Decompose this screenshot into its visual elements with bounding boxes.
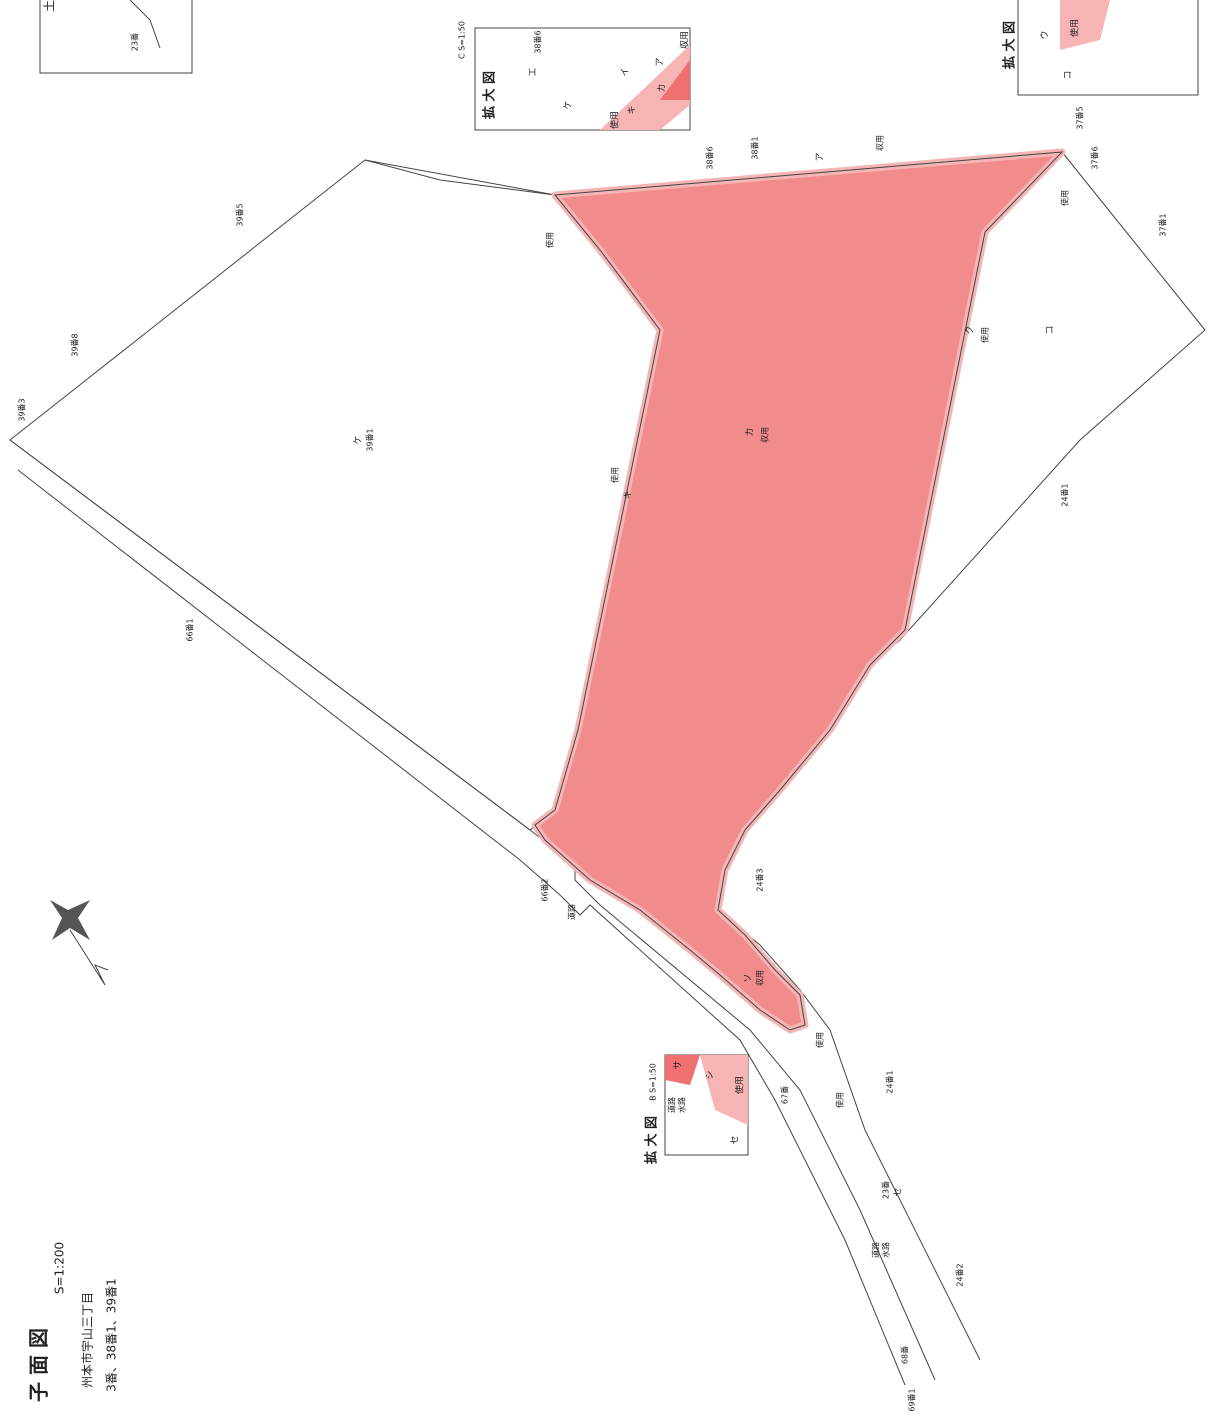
- area-label: サ: [673, 1060, 684, 1069]
- inset-scale: C S=1:50: [458, 21, 467, 59]
- area-label: コ: [1046, 325, 1056, 334]
- lot-label: 39番3: [17, 398, 27, 421]
- road-label: 道路: [667, 1097, 677, 1113]
- area-label: コ: [1064, 70, 1074, 79]
- title-scale: S=1:200: [53, 1242, 67, 1294]
- address: 州本市宇山三丁目: [81, 1292, 95, 1388]
- lot-label: 68番: [900, 1346, 910, 1364]
- area-label: カ: [745, 427, 756, 436]
- usage-label: 使用: [609, 111, 621, 129]
- area-label: ソ: [744, 973, 754, 982]
- inset-tr-area: [1060, 0, 1110, 50]
- usage-label: 使用: [1060, 190, 1070, 206]
- inset-scale: B S=1:50: [649, 1063, 658, 1101]
- inset-title: 拡 大 図: [644, 1116, 660, 1164]
- area-label: ケ: [353, 435, 364, 444]
- lot-label: 23番: [130, 33, 140, 51]
- area-label: イ: [621, 67, 631, 76]
- usage-label: 使用: [1069, 19, 1081, 37]
- area-label: カ: [657, 83, 668, 92]
- area-label: エ: [529, 67, 539, 76]
- page-body: {"title": {"heading": "子 面 図", "scale": …: [0, 0, 1208, 1417]
- area-label: シ: [706, 1070, 716, 1079]
- area-label: ウ: [1040, 30, 1051, 39]
- lot-label: 66番2: [540, 878, 550, 901]
- expropriation-area: [535, 152, 1062, 1030]
- lot-label: 37番6: [1090, 146, 1100, 169]
- survey-map: 子 面 図 S=1:200 州本市宇山三丁目 3番、38番1、39番1 拡 大 …: [0, 0, 1208, 1417]
- lot-list: 3番、38番1、39番1: [105, 1278, 119, 1391]
- inset-title: 拡 大 図: [1002, 21, 1018, 69]
- area-label: キ: [628, 105, 638, 114]
- lot-label: 38番1: [750, 136, 760, 159]
- title: 子 面 図: [27, 1328, 51, 1402]
- north-arrow: [50, 900, 90, 940]
- lot-label: 39番5: [235, 203, 245, 226]
- area-label: ケ: [563, 100, 574, 109]
- lot-label: 24番2: [955, 1263, 965, 1286]
- inset-top-right: [1018, 0, 1198, 95]
- road-label: 水路: [881, 1242, 891, 1258]
- usage-label: 収用: [680, 31, 691, 49]
- area-label: ク: [965, 325, 976, 334]
- usage-label: 収用: [756, 970, 765, 986]
- area-label: セ: [730, 1135, 741, 1144]
- usage-label: 収用: [876, 135, 885, 151]
- lot-label: 37番5: [1075, 106, 1085, 129]
- inset-top-left: [40, 0, 192, 73]
- lot-label: 24番1: [1060, 483, 1070, 506]
- area-label: ア: [656, 57, 666, 66]
- lot-label: 37番1: [1158, 213, 1168, 236]
- lot-label: 38番6: [533, 30, 543, 53]
- page: 平面図 html, body { margin: 0; padding: 0; …: [0, 0, 1208, 1417]
- usage-label: 使用: [734, 1076, 746, 1094]
- area-label: キ: [624, 490, 634, 499]
- usage-label: 使用: [815, 1032, 825, 1048]
- lot-label: 69番1: [907, 1388, 917, 1411]
- road-label: 道路: [567, 904, 577, 920]
- road-label: 道路: [871, 1242, 881, 1258]
- lot-label: 23番: [881, 1181, 891, 1199]
- usage-label: 使用: [610, 467, 620, 483]
- inset-label: 土: [43, 0, 57, 12]
- inset-title: 拡 大 図: [482, 71, 498, 119]
- lot-label: 67番: [780, 1086, 790, 1104]
- lot-label: 39番1: [365, 428, 375, 451]
- parcel-ke: [10, 160, 660, 830]
- area-label: セ: [893, 1187, 904, 1196]
- usage-label: 使用: [835, 1092, 845, 1108]
- usage-label: 使用: [545, 232, 555, 248]
- lot-label: 24番3: [755, 868, 765, 891]
- lot-label: 66番1: [185, 618, 195, 641]
- lot-label: 24番1: [885, 1070, 895, 1093]
- road-label: 水路: [677, 1097, 687, 1113]
- lot-label: 39番8: [70, 333, 80, 356]
- lot-label: 38番6: [705, 146, 715, 169]
- usage-label: 収用: [761, 427, 770, 443]
- area-label: ア: [816, 152, 826, 161]
- usage-label: 使用: [980, 327, 990, 343]
